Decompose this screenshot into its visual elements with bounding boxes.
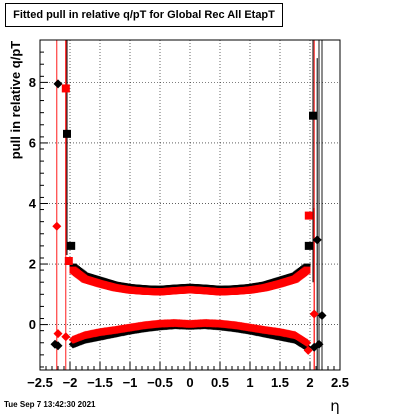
x-tick-label: −1 [123,375,138,390]
timestamp-footer: Tue Sep 7 13:42:30 2021 [4,400,96,409]
data-point-diamond [312,235,322,245]
y-tick-label: 6 [29,135,36,150]
data-points [50,79,327,355]
y-tick-label: 4 [29,196,37,211]
x-tick-label: 2.5 [331,375,349,390]
x-axis-label: η [330,397,340,414]
data-point-square [303,266,311,274]
data-point-diamond [302,338,312,347]
x-tick-label: 0 [186,375,193,390]
x-tick-label: 2 [306,375,313,390]
data-point-diamond [309,309,319,319]
y-tick-label: 2 [29,257,36,272]
data-point-square [61,84,70,93]
data-point-square [63,129,71,138]
data-point-diamond [61,332,71,342]
data-point-diamond [314,339,324,349]
chart-title: Fitted pull in relative q/pT for Global … [5,3,283,27]
data-point-square [304,211,313,220]
y-axis-label: pull in relative q/pT [8,41,23,160]
data-point-diamond [303,345,313,355]
data-point-diamond [317,311,327,321]
data-point-square [304,241,313,250]
axes: −2.5 −2 −1.5 −1 −0.5 0 0.5 1 1.5 2 2.5 0 2 4 6 8 [27,51,349,390]
data-point-diamond [53,329,63,339]
grid [40,40,340,370]
x-tick-label: 1.5 [271,375,289,390]
y-tick-label: 0 [29,317,36,332]
x-tick-label: −1.5 [87,375,113,390]
data-point-diamond [53,341,63,351]
data-point-square [64,257,73,266]
x-tick-label: −2 [63,375,78,390]
data-point-diamond [53,79,63,89]
y-tick-label: 8 [29,75,36,90]
data-point-square [309,111,317,120]
x-tick-label: 1 [246,375,253,390]
x-tick-label: −0.5 [147,375,173,390]
data-point-diamond [52,221,62,231]
x-tick-label: −2.5 [27,375,53,390]
x-tick-label: 0.5 [211,375,229,390]
data-point-square [67,241,76,250]
